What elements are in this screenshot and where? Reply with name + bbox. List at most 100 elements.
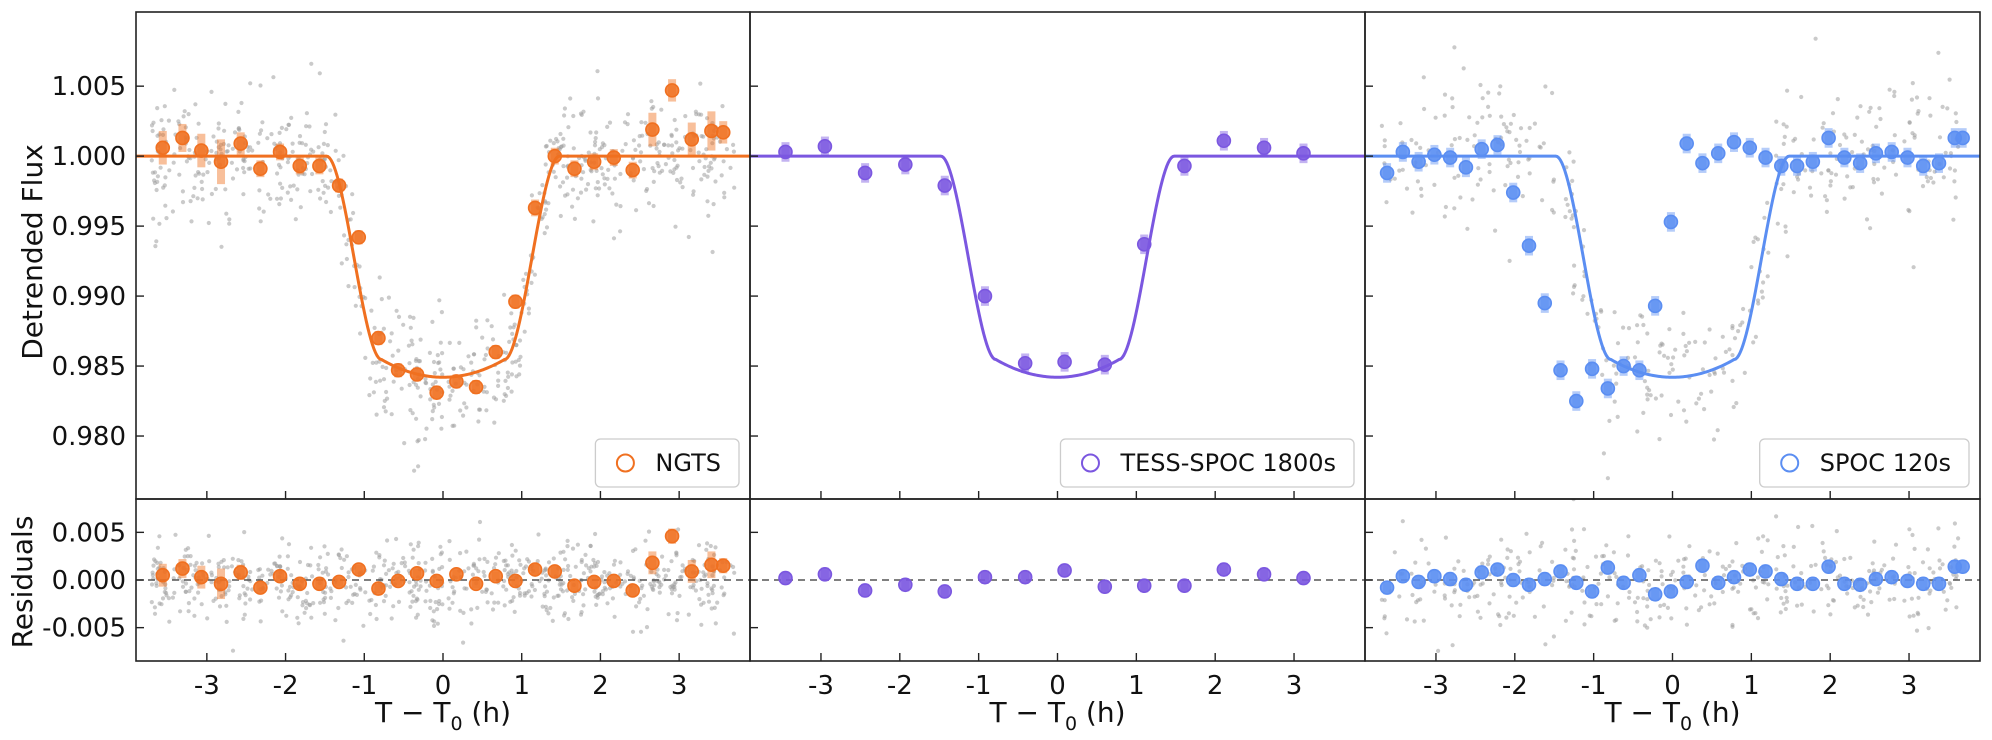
raw-residual-point [579,557,584,563]
raw-residual-point [160,596,166,601]
raw-residual-point [709,606,714,611]
raw-point [1892,89,1897,94]
raw-point [1891,159,1896,165]
raw-residual-point [1605,594,1610,599]
raw-residual-point [1870,561,1875,566]
raw-residual-point [246,574,251,579]
raw-point [1755,298,1761,303]
raw-point [285,160,290,165]
raw-point [1667,370,1672,375]
raw-point [1676,399,1681,404]
raw-point [439,310,444,315]
raw-residual-point [339,547,344,552]
raw-residual-point [336,552,341,557]
raw-residual-point [1762,580,1767,585]
raw-residual-point [1615,601,1620,606]
raw-point [406,343,411,348]
y-tick-label-flux: 0.980 [52,422,126,452]
raw-residual-point [183,589,188,594]
binned-flux-point [1584,361,1600,377]
binned-residual-point [253,580,268,595]
raw-point [696,150,701,155]
raw-point [290,141,295,146]
raw-residual-point [638,629,644,634]
raw-residual-point [200,561,205,566]
raw-point [324,199,329,205]
raw-point [389,331,394,336]
raw-point [1398,121,1403,126]
raw-point [211,134,216,139]
raw-point [1572,283,1577,288]
binned-flux-point [1758,150,1773,165]
raw-residual-point [447,539,452,544]
raw-residual-point [242,530,247,535]
raw-residual-point [423,599,428,604]
raw-point [1662,353,1667,358]
raw-residual-point [1612,618,1617,623]
raw-point [418,337,423,342]
raw-point [1551,179,1556,184]
raw-residual-point [1657,615,1662,620]
raw-point [594,130,599,135]
raw-residual-point [1925,547,1930,552]
raw-point [381,326,386,331]
raw-residual-point [205,616,210,621]
raw-point [1487,113,1492,118]
raw-point [650,166,655,171]
raw-point [1829,171,1834,176]
raw-residual-point [410,599,415,604]
raw-residual-point [1681,564,1686,569]
raw-point [1738,323,1743,328]
raw-residual-point [706,599,712,604]
raw-point [222,128,227,133]
raw-residual-point [477,519,483,525]
binned-flux-point [1097,357,1113,372]
raw-residual-point [187,589,192,594]
binned-residual-point [272,568,288,584]
raw-point [706,213,711,218]
raw-point [672,117,677,123]
raw-residual-point [542,594,547,599]
raw-residual-point [333,618,338,623]
raw-point [526,306,532,311]
binned-residual-point [449,566,464,582]
raw-point [1569,216,1574,221]
raw-residual-point [1945,598,1950,603]
binned-flux-point [371,330,386,346]
raw-residual-point [382,558,387,563]
raw-point [701,134,706,139]
raw-point [271,75,276,80]
binned-residual-point [1177,578,1192,594]
raw-residual-point [1783,589,1788,594]
raw-point [430,319,435,324]
raw-point [1892,133,1897,138]
raw-residual-point [277,554,282,559]
raw-point [560,180,566,185]
raw-point [351,210,356,216]
raw-residual-point [1457,614,1462,619]
raw-point [1713,356,1718,361]
raw-point [1879,191,1884,196]
raw-residual-point [273,561,278,566]
x-tick-label: -3 [1423,671,1449,701]
raw-point [1414,141,1419,146]
raw-point [187,147,192,153]
raw-residual-point [305,590,310,596]
raw-point [1571,225,1576,230]
raw-residual-point [732,570,737,575]
raw-point [154,187,159,193]
raw-residual-point [678,575,683,580]
raw-point [155,174,160,179]
raw-point [318,196,323,201]
raw-point [1842,132,1847,137]
raw-residual-point [1662,602,1667,608]
raw-point [1658,343,1663,348]
raw-point [1852,132,1857,137]
binned-flux-point [468,379,484,395]
raw-residual-point [544,608,549,613]
raw-residual-point [1496,612,1501,617]
raw-point [1791,138,1796,143]
raw-residual-point [1877,586,1882,591]
raw-residual-point [1830,598,1836,603]
raw-point [1756,301,1761,306]
